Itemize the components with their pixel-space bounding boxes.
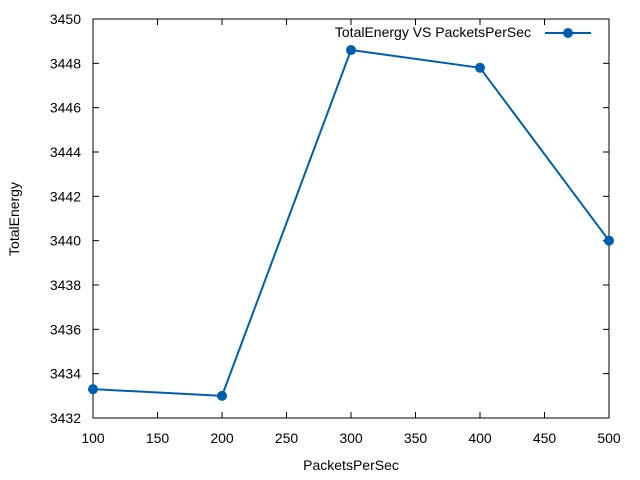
- legend-label: TotalEnergy VS PacketsPerSec: [335, 24, 531, 40]
- series-layer: [88, 45, 614, 401]
- legend-marker-sample: [563, 28, 573, 38]
- y-tick-label: 3444: [50, 144, 81, 160]
- y-tick-label: 3446: [50, 100, 81, 116]
- y-tick-label: 3434: [50, 366, 81, 382]
- x-tick-label: 100: [81, 430, 105, 446]
- y-tick-label: 3432: [50, 410, 81, 426]
- x-axis-label: PacketsPerSec: [303, 457, 399, 473]
- x-tick-label: 200: [210, 430, 234, 446]
- x-tick-label: 350: [404, 430, 428, 446]
- x-tick-label: 500: [597, 430, 621, 446]
- x-tick-label: 250: [275, 430, 299, 446]
- data-point: [346, 45, 356, 56]
- x-tick-label: 400: [468, 430, 492, 446]
- x-tick-label: 150: [146, 430, 170, 446]
- y-tick-label: 3440: [50, 233, 81, 249]
- plot-frame: [92, 18, 610, 419]
- data-point: [475, 62, 485, 73]
- y-tick-label: 3448: [50, 55, 81, 71]
- series-line: [92, 48, 610, 397]
- legend: TotalEnergy VS PacketsPerSec: [335, 24, 591, 40]
- data-point: [88, 384, 98, 395]
- y-tick-label: 3442: [50, 188, 81, 204]
- x-tick-label: 450: [533, 430, 557, 446]
- y-tick-label: 3450: [50, 11, 81, 27]
- data-point: [217, 390, 227, 401]
- y-tick-label: 3436: [50, 321, 81, 337]
- x-tick-label: 300: [339, 430, 363, 446]
- data-point: [604, 235, 614, 246]
- axis-tick-labels: 100 150 200 250 300 350 400 450 500 3432 3434 3436 3…: [50, 11, 621, 446]
- y-axis-label: TotalEnergy: [6, 182, 22, 256]
- axis-ticks: [92, 18, 610, 419]
- y-tick-label: 3438: [50, 277, 81, 293]
